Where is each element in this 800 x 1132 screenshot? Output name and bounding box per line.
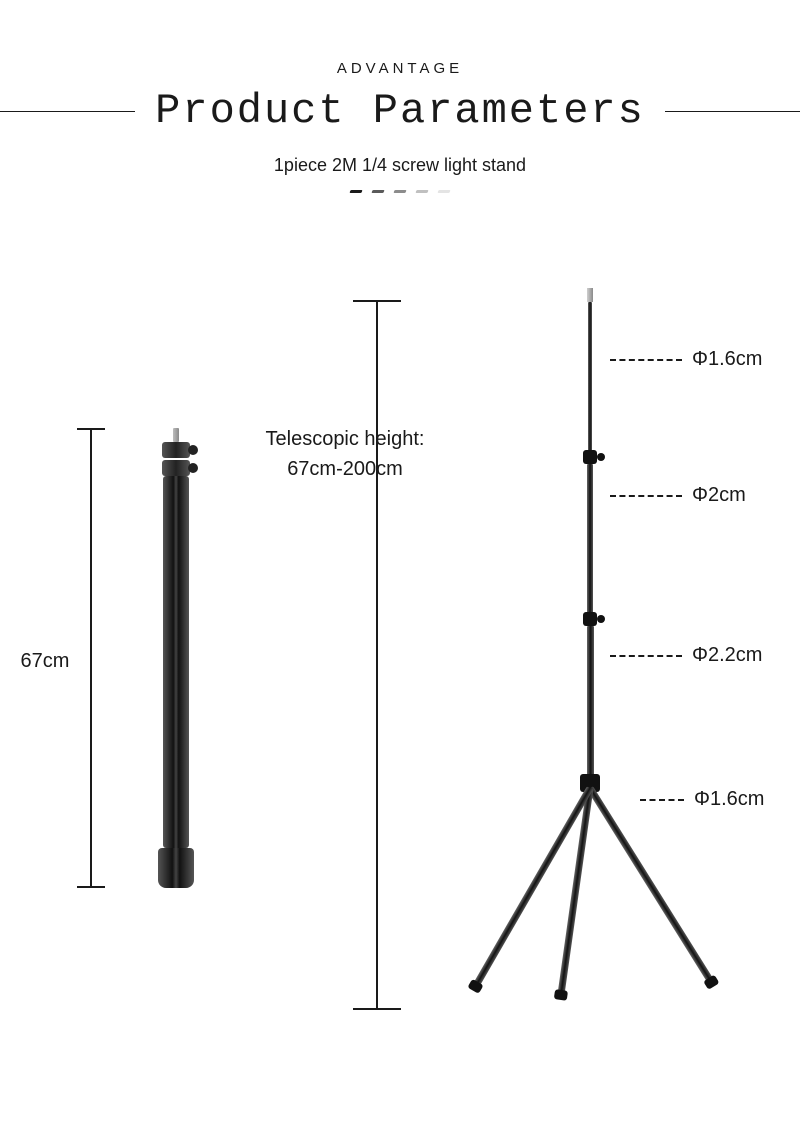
tripod-legs [470, 792, 710, 1012]
telescopic-label-line1: Telescopic height: [266, 428, 425, 450]
diameter-callout: Φ1.6cm [640, 788, 764, 811]
diameter-label: Φ1.6cm [694, 788, 764, 811]
callout-dash-line [610, 655, 682, 657]
tripod-section-1 [588, 302, 592, 452]
telescopic-label-line2: 67cm-200cm [287, 458, 403, 480]
diameter-callout: Φ2cm [610, 484, 746, 507]
clamp-icon [162, 460, 190, 476]
callout-dash-line [610, 359, 682, 361]
subtitle-text: 1piece 2M 1/4 screw light stand [0, 155, 800, 176]
page-title: Product Parameters [155, 87, 645, 135]
tripod-section-3 [587, 626, 594, 776]
foot-cluster [158, 848, 194, 888]
decorative-dots [0, 190, 800, 193]
clamp-icon [162, 442, 190, 458]
lock-knob-icon [583, 450, 597, 464]
title-rule-left [0, 111, 135, 112]
tube-bundle [163, 476, 189, 848]
dot-icon [437, 190, 450, 193]
parameters-diagram: 67cm Telescopic height: 67cm-200cm Φ1.6c… [0, 280, 800, 1132]
diameter-callout: Φ1.6cm [610, 348, 762, 371]
lock-knob-icon [583, 612, 597, 626]
callout-dash-line [640, 799, 684, 801]
dimension-line-collapsed [90, 428, 92, 888]
dimension-line-extended [376, 300, 378, 1010]
overline-text: ADVANTAGE [0, 60, 800, 77]
telescopic-height-label: Telescopic height: 67cm-200cm [240, 424, 450, 484]
tripod-leg [587, 786, 715, 985]
dot-icon [393, 190, 406, 193]
diameter-callout: Φ2.2cm [610, 644, 762, 667]
screw-mount-icon [587, 288, 593, 302]
diameter-label: Φ1.6cm [692, 348, 762, 371]
tripod-section-2 [587, 464, 593, 614]
title-row: Product Parameters [0, 87, 800, 135]
dot-icon [415, 190, 428, 193]
dot-icon [349, 190, 362, 193]
header: ADVANTAGE Product Parameters 1piece 2M 1… [0, 0, 800, 193]
diameter-label: Φ2.2cm [692, 644, 762, 667]
title-rule-right [665, 111, 800, 112]
diameter-label: Φ2cm [692, 484, 746, 507]
screw-mount-icon [173, 428, 179, 442]
collapsed-stand [156, 428, 196, 888]
callout-dash-line [610, 495, 682, 497]
collapsed-length-label: 67cm [10, 650, 80, 673]
dot-icon [371, 190, 384, 193]
